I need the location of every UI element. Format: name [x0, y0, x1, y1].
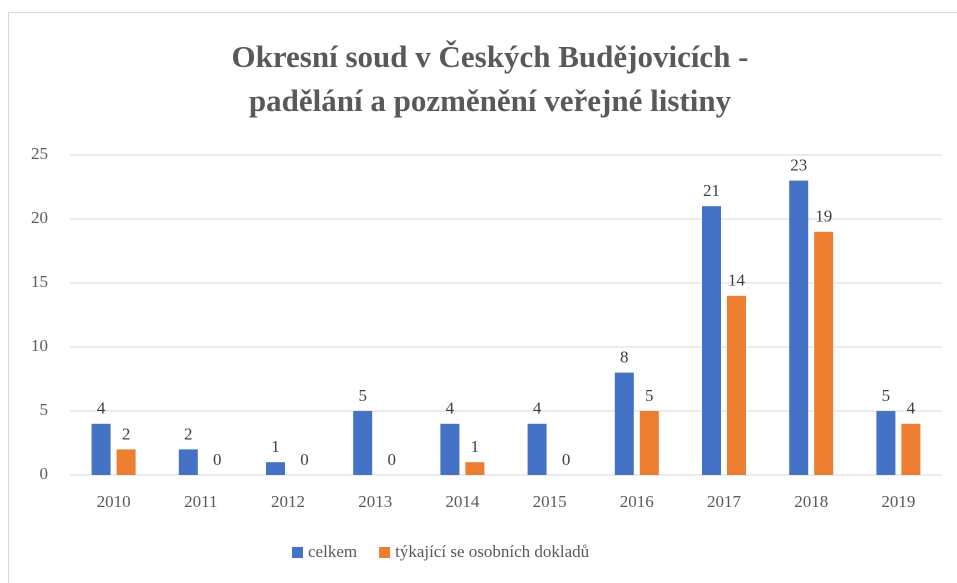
- x-tick-label: 2011: [184, 492, 217, 511]
- bar: [440, 423, 460, 475]
- y-tick-label: 10: [31, 336, 48, 355]
- y-tick-label: 25: [31, 144, 48, 163]
- x-tick-label: 2019: [881, 492, 915, 511]
- x-tick-label: 2015: [533, 492, 567, 511]
- x-tick-label: 2017: [707, 492, 742, 511]
- bar: [876, 411, 896, 475]
- chart-title: padělání a pozměnění veřejné listiny: [249, 83, 732, 118]
- x-tick-label: 2013: [358, 492, 392, 511]
- bar: [614, 372, 634, 475]
- data-label: 23: [790, 156, 807, 175]
- data-label: 8: [620, 348, 629, 367]
- legend-swatch: [292, 547, 303, 558]
- bar: [702, 206, 721, 475]
- bar: [353, 411, 373, 475]
- data-label: 5: [645, 386, 654, 405]
- bar: [266, 462, 285, 475]
- bar: [639, 411, 659, 475]
- x-tick-label: 2018: [794, 492, 828, 511]
- data-label: 1: [471, 437, 480, 456]
- legend-label: týkající se osobních dokladů: [395, 542, 590, 561]
- y-tick-label: 20: [31, 208, 48, 227]
- y-tick-label: 0: [40, 464, 49, 483]
- data-label: 0: [213, 450, 222, 469]
- x-tick-label: 2014: [445, 492, 480, 511]
- bar: [178, 449, 198, 475]
- bar: [116, 449, 136, 475]
- chart-title: Okresní soud v Českých Budějovicích -: [231, 39, 748, 74]
- legend-swatch: [379, 547, 391, 558]
- data-label: 5: [882, 386, 891, 405]
- data-label: 2: [122, 424, 131, 443]
- data-label: 0: [300, 450, 309, 469]
- bar: [91, 423, 111, 475]
- data-label: 21: [703, 181, 720, 200]
- data-label: 4: [97, 399, 106, 418]
- x-tick-label: 2016: [620, 492, 654, 511]
- data-label: 2: [184, 424, 193, 443]
- bar: [527, 423, 547, 475]
- data-label: 4: [533, 399, 542, 418]
- bar: [789, 180, 809, 475]
- data-label: 4: [907, 399, 916, 418]
- bar: [465, 462, 485, 475]
- bar: [727, 295, 746, 475]
- data-label: 1: [271, 437, 280, 456]
- data-label: 0: [387, 450, 396, 469]
- x-tick-label: 2012: [271, 492, 305, 511]
- data-label: 0: [562, 450, 571, 469]
- y-tick-label: 5: [40, 400, 49, 419]
- bar: [901, 423, 921, 475]
- data-label: 14: [728, 271, 746, 290]
- y-tick-label: 15: [31, 272, 48, 291]
- data-label: 4: [446, 399, 455, 418]
- legend-label: celkem: [308, 542, 357, 561]
- x-tick-label: 2010: [97, 492, 131, 511]
- bar: [814, 231, 834, 475]
- data-label: 19: [815, 207, 832, 226]
- data-label: 5: [358, 386, 367, 405]
